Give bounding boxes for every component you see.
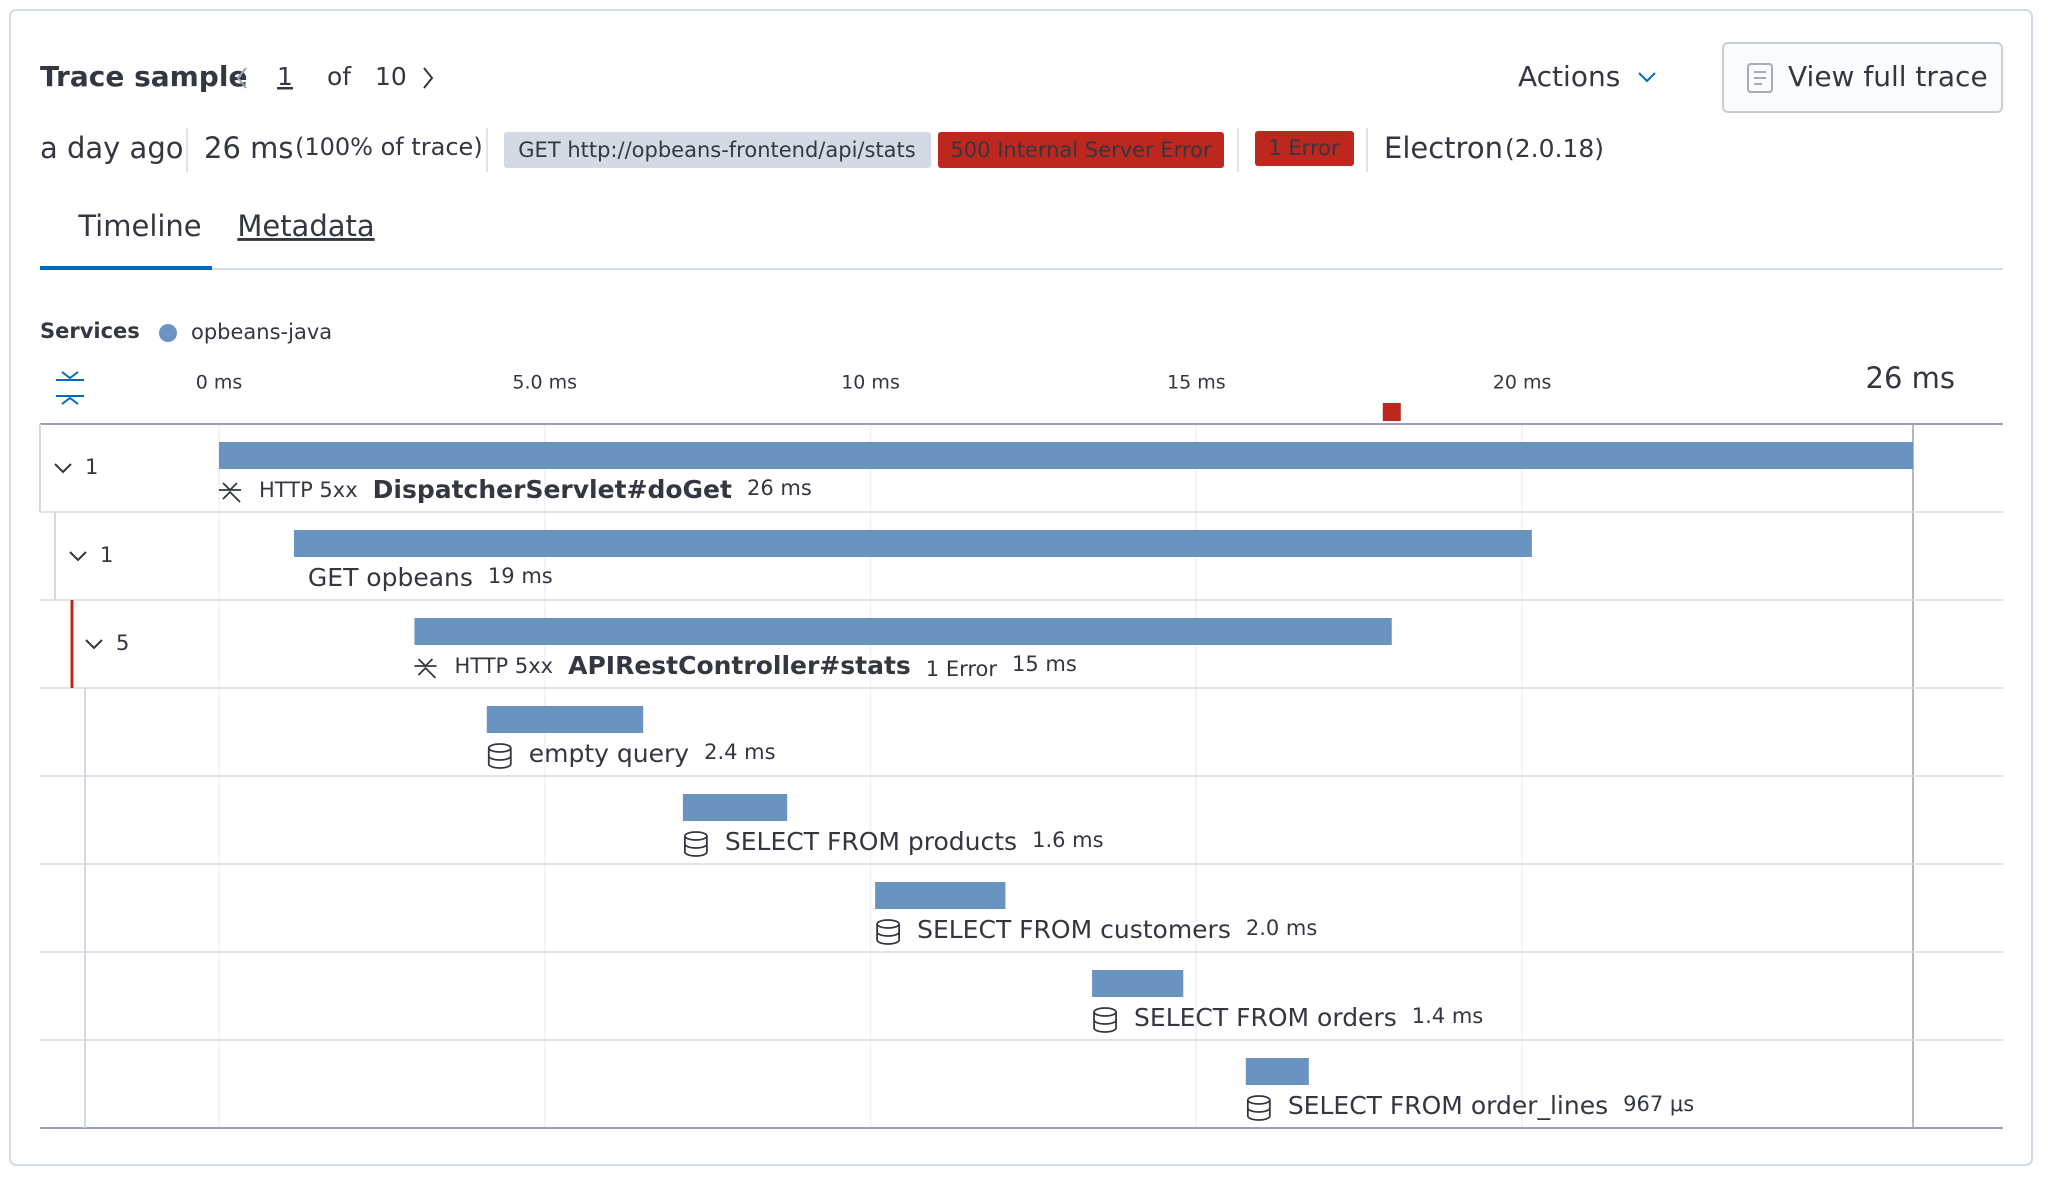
span-bar — [293, 530, 1532, 557]
trace-share: (100% of trace) — [295, 133, 483, 161]
span-duration: 967 μs — [1623, 1092, 1694, 1116]
actions-menu[interactable]: Actions — [1518, 60, 1620, 93]
tick-label: 5.0 ms — [512, 372, 577, 394]
legend: opbeans-java — [159, 320, 332, 344]
timeline: 0 ms 5.0 ms 10 ms 15 ms 20 ms 26 ms 1 HTTP 5xx D… — [39, 361, 2003, 1129]
span-duration: 19 ms — [488, 564, 553, 588]
errors-text: 1 Error — [1268, 136, 1340, 160]
toggle[interactable] — [85, 639, 103, 650]
button-frame — [1722, 42, 2003, 113]
status-text: 500 Internal Server Error — [950, 138, 1211, 162]
tick-label: 10 ms — [841, 372, 900, 394]
db-icon — [1246, 1095, 1271, 1121]
prev-button[interactable] — [236, 67, 247, 89]
span-bar — [1092, 970, 1184, 997]
view-full-trace-button[interactable]: View full trace — [1722, 42, 2003, 113]
child-count: 1 — [100, 543, 113, 567]
actions-chevron — [1638, 72, 1656, 83]
db-icon — [876, 919, 900, 945]
span-name: APIRestController#stats — [568, 651, 911, 680]
tick-label: 0 ms — [196, 372, 243, 394]
of-label: of — [327, 62, 352, 91]
error-marker — [1382, 403, 1401, 421]
span-bar — [486, 706, 644, 733]
span-name: GET opbeans — [308, 563, 473, 592]
span-type: HTTP 5xx — [454, 654, 553, 678]
span-duration: 1.4 ms — [1412, 1004, 1483, 1028]
span-duration: 2.0 ms — [1246, 916, 1317, 940]
span-name: SELECT FROM orders — [1134, 1003, 1397, 1032]
tab[interactable]: Metadata — [237, 209, 374, 243]
child-count: 5 — [116, 631, 129, 655]
span-name: DispatcherServlet#doGet — [373, 475, 732, 504]
child-count: 1 — [85, 455, 98, 479]
agent-version: (2.0.18) — [1505, 134, 1604, 163]
span-bar — [414, 618, 1392, 645]
total-samples: 10 — [375, 62, 407, 91]
db-icon — [1093, 1007, 1117, 1033]
request-badge — [504, 132, 931, 168]
span-bar — [875, 882, 1006, 909]
button-icon-lines — [1754, 71, 1766, 85]
agent: Electron — [1384, 131, 1503, 165]
next-button[interactable] — [423, 67, 434, 89]
age: a day ago — [40, 131, 183, 165]
span-duration: 2.4 ms — [704, 740, 775, 764]
span-duration: 26 ms — [747, 476, 812, 500]
span-duration: 15 ms — [1012, 652, 1077, 676]
span-bar — [219, 442, 1913, 469]
duration: 26 ms — [204, 131, 293, 165]
span-name: SELECT FROM customers — [917, 915, 1231, 944]
span-name: SELECT FROM order_lines — [1288, 1091, 1608, 1120]
span-type: HTTP 5xx — [259, 478, 358, 502]
db-icon — [683, 831, 708, 857]
span-error[interactable]: 1 Error — [926, 657, 998, 681]
legend-dot — [159, 324, 177, 342]
http-icon — [219, 482, 241, 503]
current-sample[interactable]: 1 — [277, 62, 293, 91]
title: Trace sample — [40, 60, 247, 93]
end-label: 26 ms — [1866, 361, 1955, 395]
http-icon — [414, 658, 437, 679]
collapse-all[interactable] — [56, 371, 84, 405]
tick-label: 15 ms — [1167, 372, 1226, 394]
legend-label: opbeans-java — [191, 320, 332, 344]
tab-underline — [40, 266, 212, 270]
button-icon — [1747, 63, 1773, 93]
span-bar — [682, 794, 788, 821]
toggle[interactable] — [54, 463, 72, 474]
panel-border — [9, 9, 2033, 1166]
span-name: empty query — [529, 739, 690, 768]
errors-badge[interactable] — [1255, 131, 1354, 166]
toggle[interactable] — [69, 551, 87, 562]
button-label: View full trace — [1788, 60, 1988, 93]
span-bar — [1245, 1058, 1309, 1085]
tab[interactable]: Timeline — [77, 209, 201, 243]
legend-title: Services — [40, 319, 140, 343]
tick-label: 20 ms — [1493, 372, 1552, 394]
db-icon — [487, 743, 512, 769]
request-text: GET http://opbeans-frontend/api/stats — [518, 138, 915, 162]
span-name: SELECT FROM products — [725, 827, 1017, 856]
status-badge — [938, 132, 1224, 168]
span-duration: 1.6 ms — [1032, 828, 1103, 852]
